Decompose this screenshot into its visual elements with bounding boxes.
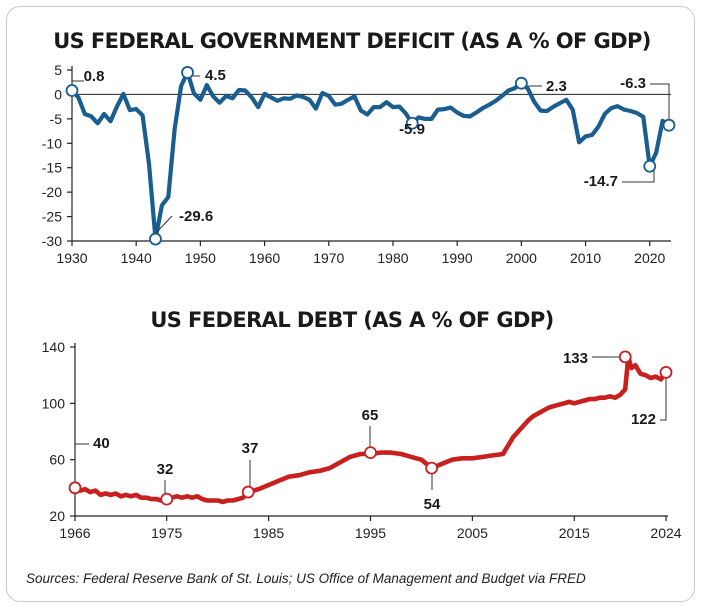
deficit-annotation-marker [149,232,162,246]
deficit-annotation-label: 0.8 [84,68,105,85]
debt-annotation-label: 122 [631,411,656,428]
deficit-annotation-marker [405,116,419,130]
debt-annotation-marker [241,485,255,499]
debt-annotation-label: 65 [362,407,379,424]
source-note: Sources: Federal Reserve Bank of St. Lou… [26,571,586,586]
deficit-y-tick-label: -5 [50,111,63,127]
debt-x-tick-label: 2015 [559,525,590,541]
deficit-annotation-label: -14.7 [584,173,618,190]
debt-annotation-marker [68,481,82,495]
deficit-annotation-marker [181,66,194,79]
deficit-x-tick-label: 1980 [377,250,408,266]
debt-annotation-label: 133 [563,350,588,367]
deficit-x-tick-label: 2020 [634,250,665,266]
deficit-y-tick-label: -20 [42,184,62,200]
deficit-x-tick-label: 1940 [121,250,152,266]
deficit-annotation-marker [643,159,657,173]
debt-annotation-marker [364,446,377,460]
deficit-x-tick-label: 2000 [506,250,537,266]
debt-annotation-leader [660,375,667,421]
debt-annotation-marker [425,461,439,475]
deficit-y-tick-label: -25 [42,209,62,225]
deficit-annotation-leader [152,215,173,237]
debt-annotation-marker [160,492,174,506]
deficit-annotation-marker [65,84,79,97]
deficit-x-tick-label: 1960 [249,250,280,266]
debt-y-tick-label: 60 [49,452,65,468]
deficit-annotation-label: -6.3 [620,75,646,92]
infographic-frame [6,6,695,602]
debt-y-tick-label: 140 [42,339,66,355]
debt-annotation-leader [74,443,89,489]
deficit-annotation-label: 2.3 [546,78,567,95]
debt-annotation-marker [659,365,673,379]
debt-x-tick-label: 1995 [355,525,386,541]
deficit-x-tick-label: 1950 [185,250,216,266]
deficit-y-tick-label: -30 [42,233,62,249]
deficit-annotation-label: -29.6 [179,208,213,225]
deficit-y-tick-label: -15 [42,160,62,176]
deficit-x-tick-label: 1990 [442,250,473,266]
deficit-annotation-marker [662,118,676,132]
debt-annotation-label: 40 [93,435,110,452]
deficit-chart-title: US FEDERAL GOVERNMENT DEFICIT (AS A % OF… [53,29,651,53]
deficit-annotation-marker [514,76,528,90]
debt-x-tick-label: 2005 [457,525,488,541]
debt-y-tick-label: 20 [49,508,65,524]
deficit-series-line [69,70,672,242]
deficit-annotation-label: 4.5 [205,67,226,84]
debt-annotation-label: 37 [242,440,259,457]
deficit-x-tick-label: 1930 [56,250,87,266]
deficit-x-tick-label: 2010 [570,250,601,266]
deficit-annotation-leader [650,83,670,123]
debt-chart-title: US FEDERAL DEBT (AS A % OF GDP) [150,308,553,332]
deficit-y-tick-label: 5 [54,62,62,78]
deficit-y-tick-label: -10 [42,135,62,151]
debt-y-tick-label: 100 [42,395,66,411]
debt-x-tick-label: 1985 [253,525,284,541]
debt-x-tick-label: 1966 [59,525,90,541]
debt-annotation-label: 54 [424,496,441,513]
debt-annotation-marker [618,350,632,364]
deficit-y-tick-label: 0 [54,86,62,102]
debt-x-tick-label: 2024 [650,525,681,541]
debt-annotation-label: 32 [157,461,174,478]
deficit-annotation-label: -5.9 [399,121,425,138]
deficit-x-tick-label: 1970 [313,250,344,266]
debt-x-tick-label: 1975 [151,525,182,541]
